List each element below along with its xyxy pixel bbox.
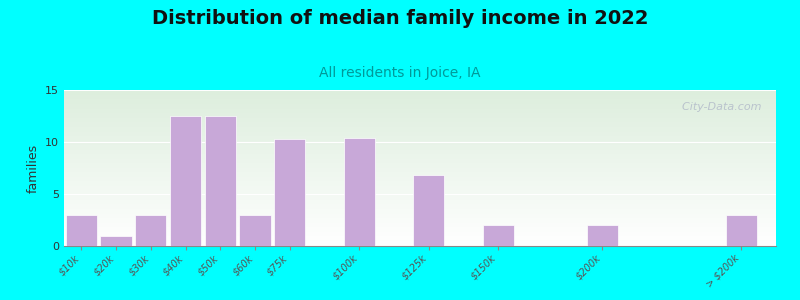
Bar <box>101 236 132 246</box>
Bar <box>482 225 514 246</box>
Bar <box>66 215 97 246</box>
Bar <box>135 215 166 246</box>
Text: City-Data.com: City-Data.com <box>675 103 762 112</box>
Y-axis label: families: families <box>26 143 39 193</box>
Bar <box>239 215 270 246</box>
Text: Distribution of median family income in 2022: Distribution of median family income in … <box>152 9 648 28</box>
Bar <box>170 116 201 246</box>
Bar <box>274 139 306 246</box>
Bar <box>586 225 618 246</box>
Bar <box>343 138 375 246</box>
Bar <box>205 116 236 246</box>
Bar <box>726 215 757 246</box>
Bar <box>413 175 444 246</box>
Text: All residents in Joice, IA: All residents in Joice, IA <box>319 66 481 80</box>
